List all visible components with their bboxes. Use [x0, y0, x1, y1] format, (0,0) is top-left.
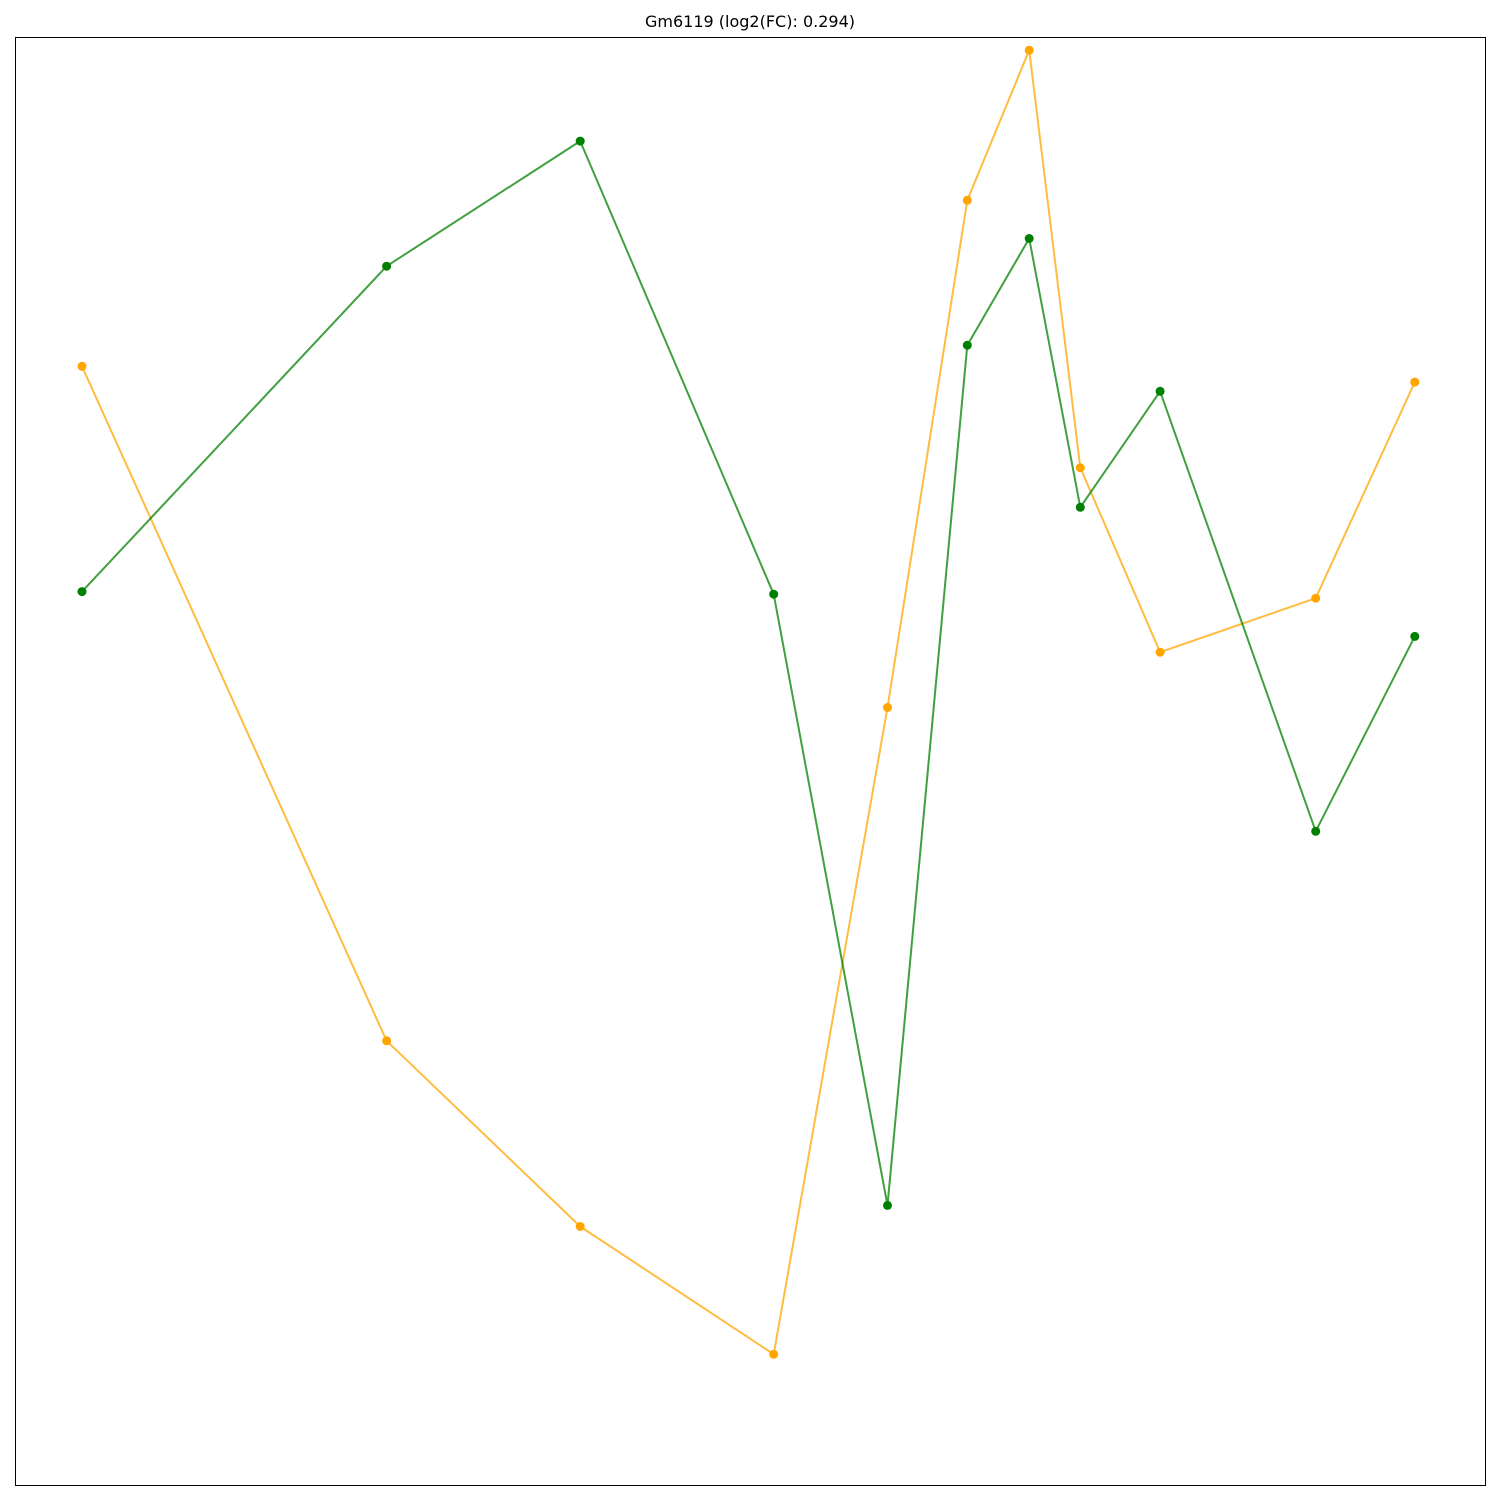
series-1-point-3: [575, 1222, 585, 1231]
series-1-point-8: [1075, 463, 1085, 473]
plot-area-frame: [15, 37, 1486, 1486]
series-2-line: [81, 140, 1416, 1207]
series-1-point-4: [769, 1349, 779, 1359]
series-1-point-1: [77, 361, 87, 371]
chart-title: Gm6119 (log2(FC): 0.294): [645, 12, 855, 31]
series-2-point-9: [1155, 386, 1165, 396]
series-2-point-8: [1075, 502, 1085, 512]
series-2: [77, 136, 1420, 1210]
series-2-point-4: [769, 589, 779, 599]
series-1-point-2: [382, 1036, 392, 1046]
series-2-point-6: [962, 340, 972, 350]
series-1-point-9: [1155, 647, 1165, 657]
series-1-point-5: [883, 703, 892, 712]
series-2-point-2: [382, 261, 392, 271]
series-1-point-6: [962, 195, 972, 205]
series-1-point-10: [1311, 593, 1321, 603]
series-layer: [77, 45, 1420, 1359]
series-1: [77, 45, 1420, 1359]
series-2-point-11: [1410, 631, 1420, 641]
series-2-point-5: [883, 1200, 892, 1210]
series-1-point-7: [1024, 45, 1034, 55]
series-2-point-10: [1311, 826, 1321, 836]
series-1-line: [81, 49, 1416, 1356]
series-2-point-7: [1024, 234, 1034, 243]
series-2-point-1: [77, 587, 87, 597]
series-1-point-11: [1410, 377, 1420, 387]
series-2-point-3: [575, 136, 585, 146]
